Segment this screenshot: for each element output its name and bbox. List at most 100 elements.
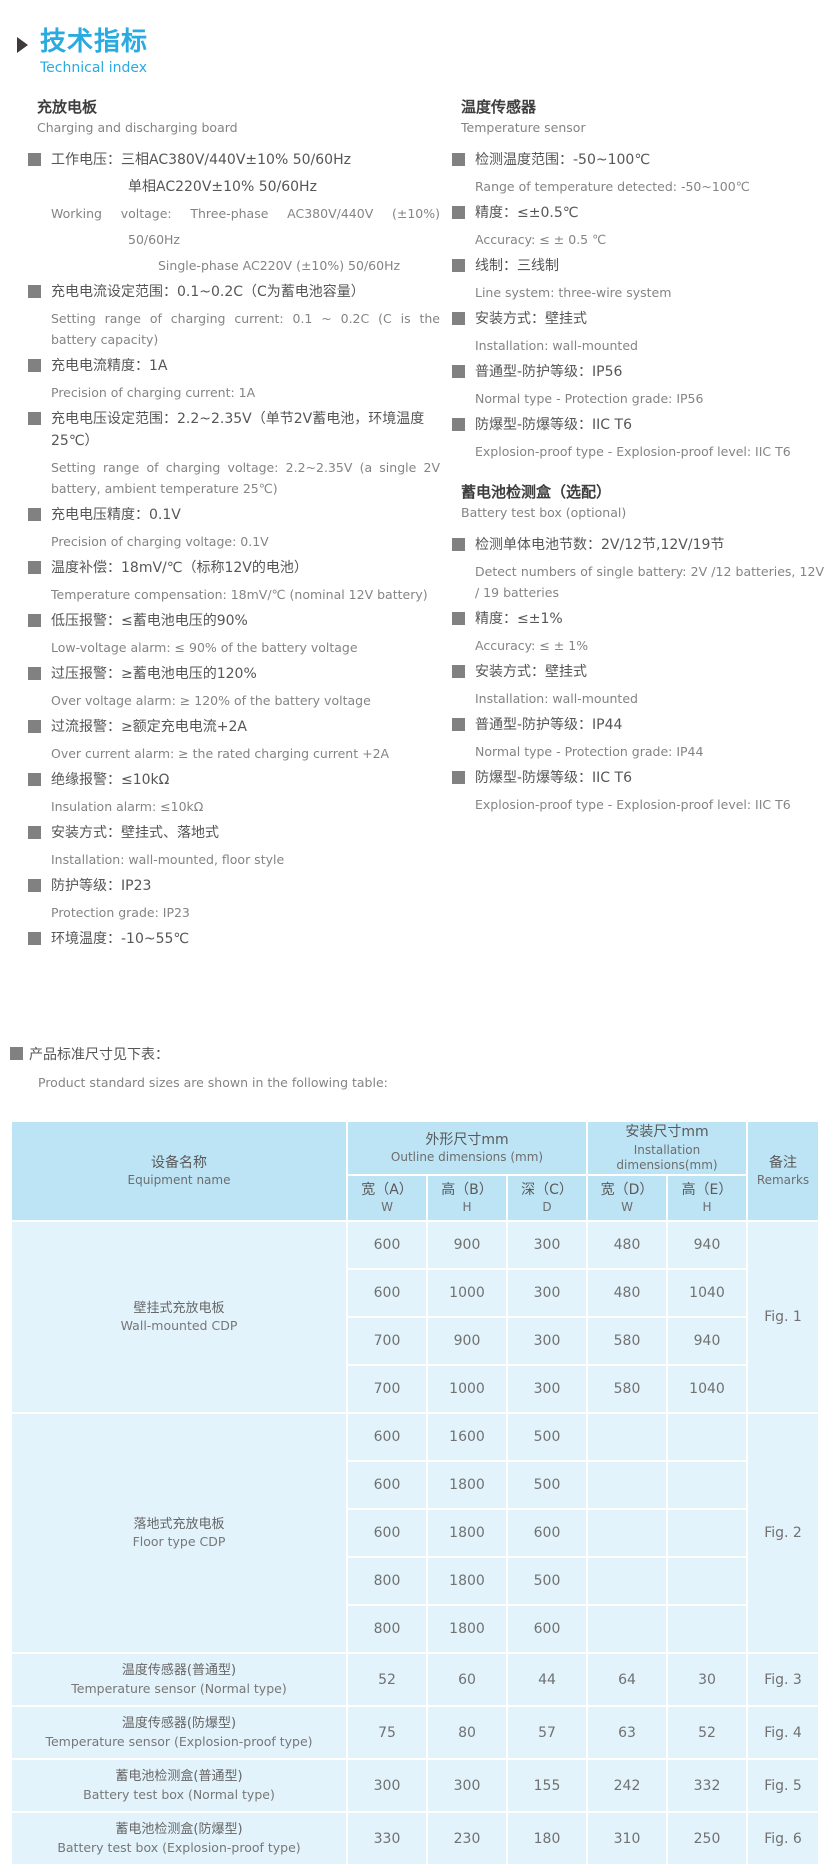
header-col-depth-c: 深（C） D [506, 1174, 588, 1222]
equipment-en: Floor type CDP [132, 1534, 226, 1550]
equipment-name-cell: 温度传感器(防爆型) Temperature sensor (Explosion… [10, 1705, 348, 1760]
spec-charging-voltage-precision: 充电电压精度：0.1V Precision of charging voltag… [28, 504, 440, 552]
header-remarks-zh: 备注 [769, 1155, 797, 1172]
table-cell: 480 [586, 1268, 668, 1318]
spec-zh: 安装方式：壁挂式 [475, 311, 587, 327]
spec-charging-current-range: 充电电流设定范围：0.1~0.2C（C为蓄电池容量） Setting range… [28, 281, 440, 350]
section-title-en: Charging and discharging board [37, 119, 238, 135]
table-cell: 500 [506, 1460, 588, 1510]
spec-en-cont: 50/60Hz [128, 232, 180, 247]
spec-zh: 防护等级：IP23 [51, 878, 152, 894]
bullet-square-icon [452, 538, 465, 551]
section-heading-battery-test-box: 蓄电池检测盒（选配） Battery test box (optional) [452, 483, 824, 521]
table-cell: 300 [506, 1220, 588, 1270]
column-charging-board: 充放电板 Charging and discharging board 工作电压… [28, 98, 440, 955]
spec-zh-cont: 单相AC220V±10% 50/60Hz [128, 179, 317, 195]
bullet-square-icon [452, 665, 465, 678]
header-col-width-d: 宽（D） W [586, 1174, 668, 1222]
spec-zh: 充电电流精度：1A [51, 358, 168, 374]
header-equipment-name: 设备名称 Equipment name [10, 1120, 348, 1222]
table-cell: 600 [346, 1268, 428, 1318]
spec-en: Over current alarm: ≥ the rated charging… [51, 746, 390, 761]
equipment-en: Temperature sensor (Explosion-proof type… [45, 1733, 313, 1749]
equipment-zh: 落地式充放电板 [133, 1516, 225, 1532]
col-label-en: D [542, 1200, 552, 1215]
bullet-square-icon [28, 720, 41, 733]
spec-ambient-temperature: 环境温度：-10~55℃ [28, 928, 440, 950]
table-cell: 1800 [426, 1556, 508, 1606]
bullet-square-icon [452, 771, 465, 784]
spec-zh: 线制：三线制 [475, 258, 559, 274]
table-cell: 1800 [426, 1460, 508, 1510]
table-cell: 700 [346, 1316, 428, 1366]
table-cell: 180 [506, 1811, 588, 1866]
table-cell: 60 [426, 1652, 508, 1707]
table-row: 600 1800 500 [11, 1460, 819, 1510]
spec-line-system: 线制：三线制 Line system: three-wire system [452, 255, 824, 303]
header-col-height-b: 高（B） H [426, 1174, 508, 1222]
table-cell: 310 [586, 1811, 668, 1866]
table-cell: 600 [346, 1508, 428, 1558]
figure-ref-cell: Fig. 6 [746, 1811, 820, 1866]
spec-zh: 普通型-防护等级：IP44 [475, 717, 623, 733]
col-label-zh: 高（B） [441, 1182, 493, 1199]
table-cell: 1000 [426, 1268, 508, 1318]
table-cell: 800 [346, 1556, 428, 1606]
spec-zh: 充电电压精度：0.1V [51, 507, 181, 523]
section-title-en: Temperature sensor [461, 119, 586, 135]
spec-zh: 过压报警：≥蓄电池电压的120% [51, 666, 257, 682]
bullet-square-icon [28, 667, 41, 680]
col-label-en: W [381, 1200, 393, 1215]
table-cell: 330 [346, 1811, 428, 1866]
spec-box-accuracy: 精度：≤±1% Accuracy: ≤ ± 1% [452, 608, 824, 656]
equipment-en: Wall-mounted CDP [120, 1318, 238, 1334]
spec-zh: 充电电流设定范围：0.1~0.2C（C为蓄电池容量） [51, 284, 365, 300]
bullet-square-icon [452, 365, 465, 378]
table-cell: 300 [346, 1758, 428, 1813]
bullet-square-icon [452, 418, 465, 431]
table-cell: 500 [506, 1556, 588, 1606]
table-cell: 900 [426, 1316, 508, 1366]
bullet-square-icon [28, 879, 41, 892]
table-cell [666, 1412, 748, 1462]
spec-box-explosion-proof: 防爆型-防爆等级：IIC T6 Explosion-proof type - E… [452, 767, 824, 815]
spec-en: Normal type - Protection grade: IP44 [475, 744, 704, 759]
table-cell: 700 [346, 1364, 428, 1414]
spec-zh: 安装方式：壁挂式、落地式 [51, 825, 219, 841]
table-row: 800 1800 600 [11, 1604, 819, 1654]
bullet-square-icon [452, 312, 465, 325]
header-outline-zh: 外形尺寸mm [425, 1132, 509, 1149]
spec-zh: 安装方式：壁挂式 [475, 664, 587, 680]
equipment-zh: 温度传感器(防爆型) [121, 1716, 237, 1732]
spec-en: Accuracy: ≤ ± 0.5 ℃ [475, 232, 607, 247]
table-cell: 242 [586, 1758, 668, 1813]
table-cell: 250 [666, 1811, 748, 1866]
section-heading-charging-board: 充放电板 Charging and discharging board [28, 98, 440, 136]
bullet-square-icon [28, 614, 41, 627]
table-cell [666, 1508, 748, 1558]
figure-ref-cell: Fig. 3 [746, 1652, 820, 1707]
col-label-zh: 深（C） [521, 1182, 573, 1199]
spec-box-installation: 安装方式：壁挂式 Installation: wall-mounted [452, 661, 824, 709]
table-cell: 300 [506, 1316, 588, 1366]
table-note-zh-line: 产品标准尺寸见下表： [10, 1044, 650, 1066]
figure-ref-cell: Fig. 1 [746, 1220, 820, 1414]
table-cell: 480 [586, 1220, 668, 1270]
table-cell [586, 1508, 668, 1558]
table-cell: 1040 [666, 1268, 748, 1318]
bullet-square-icon [452, 153, 465, 166]
spec-en: Insulation alarm: ≤10kΩ [51, 799, 204, 814]
spec-zh: 检测温度范围：-50~100℃ [475, 152, 651, 168]
table-cell: 52 [346, 1652, 428, 1707]
product-size-table: 设备名称 Equipment name 外形尺寸mm Outline dimen… [10, 1120, 820, 1866]
table-cell [586, 1412, 668, 1462]
table-cell: 1800 [426, 1508, 508, 1558]
page-subtitle: Technical index [40, 59, 148, 76]
table-cell: 940 [666, 1220, 748, 1270]
spec-zh: 绝缘报警：≤10kΩ [51, 772, 170, 788]
spec-zh: 温度补偿：18mV/℃（标称12V的电池） [51, 560, 308, 576]
spec-zh: 精度：≤±1% [475, 611, 563, 627]
table-cell: 80 [426, 1705, 508, 1760]
spec-en: Low-voltage alarm: ≤ 90% of the battery … [51, 640, 358, 655]
spec-charging-voltage-range: 充电电压设定范围：2.2~2.35V（单节2V蓄电池，环境温度25℃） Sett… [28, 408, 440, 499]
